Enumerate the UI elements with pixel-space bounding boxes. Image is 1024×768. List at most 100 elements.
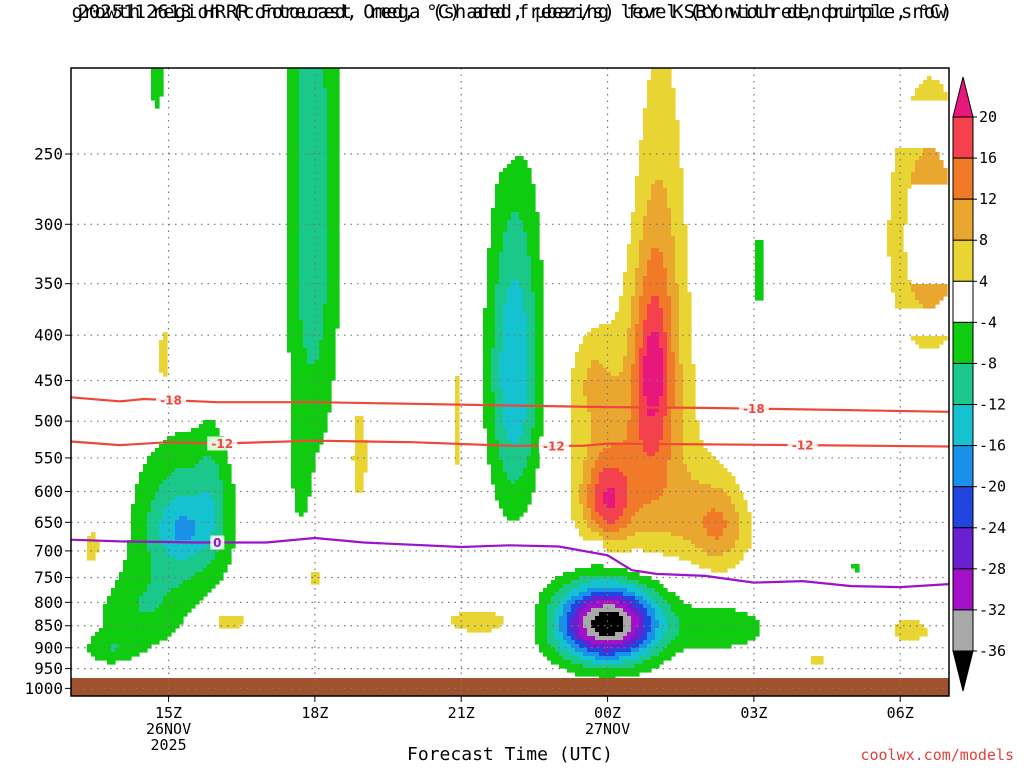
omega-cell [683,400,696,405]
omega-cell [639,304,648,309]
omega-cell [887,220,908,225]
omega-cell [647,592,660,597]
omega-cell [523,304,536,309]
omega-cell [635,532,672,537]
omega-cell [639,148,680,153]
omega-cell [535,624,548,629]
omega-cell [151,560,212,565]
omega-cell [623,364,632,369]
omega-cell [491,208,536,213]
omega-cell [511,280,520,285]
omega-cell [159,520,176,525]
omega-cell [175,496,212,501]
omega-cell [611,372,620,377]
omega-cell [323,336,336,341]
omega-cell [639,348,648,353]
omega-cell [631,400,640,405]
omega-cell [675,384,684,389]
omega-cell [675,360,680,365]
omega-cell [287,324,304,329]
omega-cell [667,616,680,621]
omega-cell [735,504,748,509]
omega-cell [675,268,688,273]
omega-cell [287,276,300,281]
omega-cell [483,360,492,365]
omega-cell [587,632,600,637]
omega-cell [323,308,340,313]
omega-cell [487,428,496,433]
omega-cell [547,616,556,621]
omega-cell [135,500,152,505]
omega-cell [679,352,692,357]
omega-cell [647,204,668,209]
omega-cell [495,312,504,317]
credit-link[interactable]: coolwx.com/models [860,746,1014,764]
omega-cell [499,276,532,281]
omega-cell [891,256,908,261]
omega-cell [487,304,496,309]
omega-cell [915,164,944,169]
omega-cell [171,500,216,505]
omega-cell [619,528,708,533]
omega-cell [911,284,948,289]
colorbar-label: -36 [979,642,1006,660]
omega-cell [639,364,644,369]
omega-cell [527,244,540,249]
omega-cell [115,648,148,653]
omega-cell [663,320,672,325]
omega-cell [891,188,908,193]
omega-cell [631,228,644,233]
omega-cell [547,632,556,637]
omega-cell [287,212,300,217]
omega-cell [327,244,340,249]
omega-cell [631,616,640,621]
omega-cell [667,400,676,405]
y-tick-label: 900 [34,638,63,657]
omega-cell [99,628,176,633]
omega-cell [627,612,636,617]
omega-cell [219,616,244,621]
omega-cell [675,368,684,373]
omega-cell [667,484,712,489]
omega-cell [647,404,660,409]
omega-cell [599,360,624,365]
omega-cell [611,648,632,653]
omega-cell [607,488,616,493]
omega-cell [527,340,536,345]
omega-cell [667,340,672,345]
omega-cell [675,256,688,261]
omega-cell [587,628,596,633]
omega-cell [667,348,672,353]
omega-cell [131,512,148,517]
omega-cell [639,300,652,305]
omega-cell [295,508,308,513]
omega-cell [667,380,676,385]
omega-cell [671,448,684,453]
omega-cell [299,164,328,169]
omega-cell [679,336,692,341]
omega-cell [643,328,664,333]
omega-cell [671,420,684,425]
omega-cell [667,412,672,417]
omega-cell [627,348,636,353]
contour-line--12 [71,439,949,448]
omega-cell [499,264,532,269]
omega-cell [223,508,236,513]
omega-cell [499,384,528,389]
omega-cell [651,252,664,257]
omega-cell [755,248,764,253]
omega-cell [591,592,624,597]
omega-cell [575,632,580,637]
omega-cell [299,272,328,277]
omega-cell [583,600,596,605]
omega-cell [579,628,588,633]
omega-cell [291,456,316,461]
omega-cell [599,612,620,617]
omega-cell [491,376,500,381]
omega-cell [663,648,684,653]
omega-cell [731,500,748,505]
omega-cell [627,436,640,441]
omega-cell [483,372,492,377]
omega-cell [151,76,164,81]
omega-cell [299,292,328,297]
